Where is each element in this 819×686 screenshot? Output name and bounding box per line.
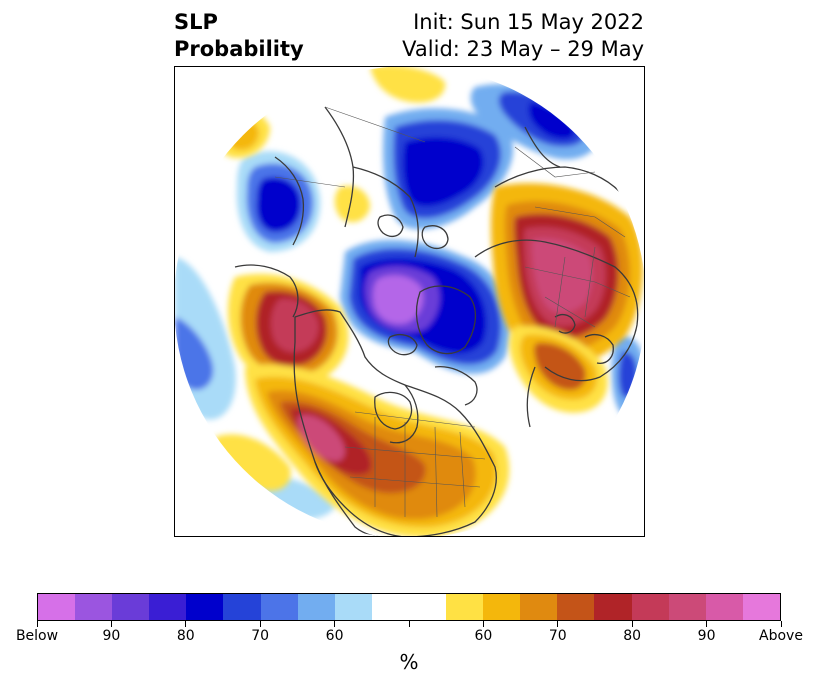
colorbar-tick xyxy=(557,621,559,627)
colorbar-tick-label: Below xyxy=(15,628,59,644)
colorbar-tick xyxy=(259,621,261,627)
colorbar-tick xyxy=(706,621,708,627)
colorbar-segment xyxy=(149,594,187,620)
colorbar-tick xyxy=(482,621,484,627)
colorbar-segment xyxy=(38,594,76,620)
colorbar-tick-label: 60 xyxy=(325,628,344,644)
colorbar-tick-label: Above xyxy=(759,628,803,644)
colorbar-tick xyxy=(631,621,633,627)
colorbar-segment xyxy=(186,594,224,620)
colorbar-tick-label: 80 xyxy=(176,628,195,644)
colorbar-segment xyxy=(371,594,409,620)
colorbar-segment xyxy=(297,594,335,620)
valid-range: Valid: 23 May – 29 May xyxy=(402,37,644,61)
colorbar-segment xyxy=(483,594,521,620)
map-title: SLP Probability xyxy=(174,9,304,63)
colorbar-tick xyxy=(334,621,336,627)
probability-map xyxy=(174,66,645,537)
coastlines xyxy=(234,106,639,536)
colorbar-tick-label: 70 xyxy=(548,628,567,644)
below-normal-regions xyxy=(175,83,644,519)
colorbar-segment xyxy=(446,594,484,620)
colorbar-segment xyxy=(408,594,447,620)
colorbar-tick-label: 90 xyxy=(102,628,121,644)
colorbar-segment xyxy=(75,594,113,620)
colorbar-segment xyxy=(631,594,669,620)
colorbar xyxy=(37,593,781,621)
colorbar-segment xyxy=(260,594,298,620)
colorbar-tick-label: 90 xyxy=(697,628,716,644)
colorbar-segment xyxy=(112,594,150,620)
colorbar-tick xyxy=(36,621,38,627)
colorbar-tick-label: 80 xyxy=(623,628,642,644)
title-line-2: Probability xyxy=(174,37,304,61)
init-date: Init: Sun 15 May 2022 xyxy=(413,10,644,34)
colorbar-segment xyxy=(742,594,780,620)
colorbar-segment xyxy=(520,594,558,620)
colorbar-segment xyxy=(705,594,743,620)
political-borders xyxy=(274,106,631,518)
colorbar-tick xyxy=(780,621,782,627)
colorbar-tick xyxy=(408,621,410,627)
colorbar-segment xyxy=(557,594,595,620)
map-canvas xyxy=(175,67,644,536)
colorbar-tick xyxy=(110,621,112,627)
colorbar-segment xyxy=(594,594,632,620)
colorbar-segment xyxy=(668,594,706,620)
colorbar-tick-label: 70 xyxy=(251,628,270,644)
colorbar-segment xyxy=(334,594,372,620)
title-line-1: SLP xyxy=(174,10,218,34)
colorbar-tick-label: 60 xyxy=(474,628,493,644)
colorbar-segment xyxy=(223,594,261,620)
date-info: Init: Sun 15 May 2022 Valid: 23 May – 29… xyxy=(402,9,644,63)
colorbar-unit: % xyxy=(399,650,419,674)
colorbar-tick xyxy=(185,621,187,627)
